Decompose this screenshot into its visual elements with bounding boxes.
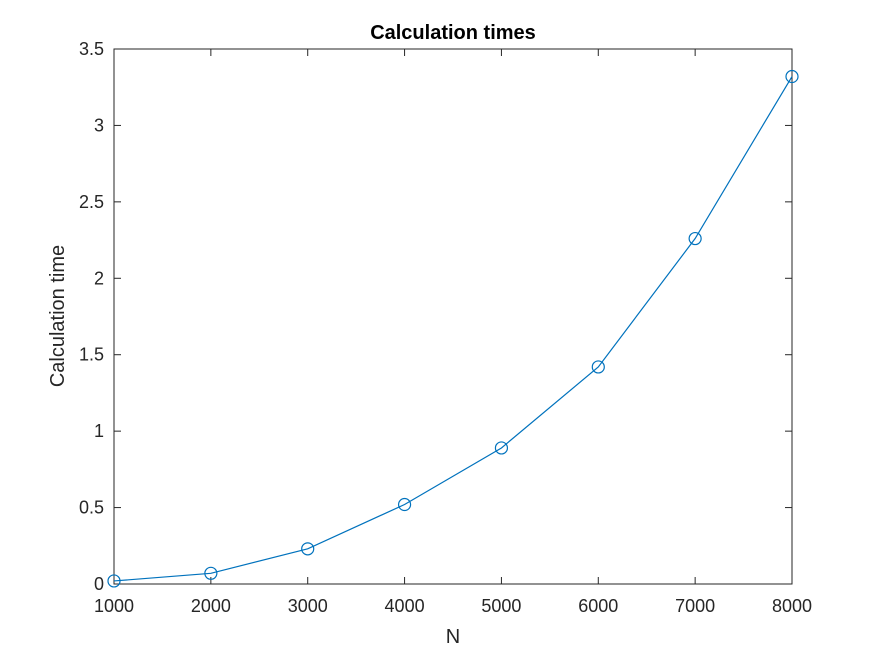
x-tick-label: 5000 — [481, 596, 521, 616]
x-tick-label: 7000 — [675, 596, 715, 616]
series-layer — [107, 69, 799, 588]
x-tick-label: 8000 — [772, 596, 812, 616]
y-axis-ticks: 0 0.5 1 1.5 2 2.5 3 3.5 — [79, 39, 792, 594]
y-tick-label: 1.5 — [79, 345, 104, 365]
y-tick-label: 3.5 — [79, 39, 104, 59]
series-line — [113, 76, 793, 582]
y-tick-label: 2.5 — [79, 192, 104, 212]
x-axis-label: N — [446, 626, 460, 648]
data-point-marker — [688, 231, 702, 246]
data-point-marker — [494, 441, 509, 455]
x-tick-label: 3000 — [288, 596, 328, 616]
data-point-marker — [301, 542, 315, 556]
y-tick-label: 0.5 — [79, 498, 104, 518]
data-point-marker — [204, 566, 218, 580]
data-point-marker — [591, 360, 605, 374]
y-tick-label: 3 — [94, 115, 104, 135]
x-tick-label: 4000 — [385, 596, 425, 616]
data-point-marker — [785, 69, 799, 84]
data-point-marker — [397, 497, 412, 512]
x-axis-ticks: 1000 2000 3000 4000 5000 6000 7000 8000 — [94, 49, 812, 616]
y-tick-label: 0 — [94, 574, 104, 594]
data-point-marker — [107, 574, 121, 588]
y-axis-label: Calculation time — [47, 245, 69, 387]
y-tick-label: 1 — [94, 421, 104, 441]
x-tick-label: 1000 — [94, 596, 134, 616]
x-tick-label: 6000 — [578, 596, 618, 616]
axes-box — [113, 48, 793, 585]
chart-title: Calculation times — [370, 22, 536, 44]
plot-area: 1000 2000 3000 4000 5000 6000 7000 8000 0 0.5 1 1.… — [79, 39, 812, 616]
x-tick-label: 2000 — [191, 596, 231, 616]
y-tick-label: 2 — [94, 268, 104, 288]
